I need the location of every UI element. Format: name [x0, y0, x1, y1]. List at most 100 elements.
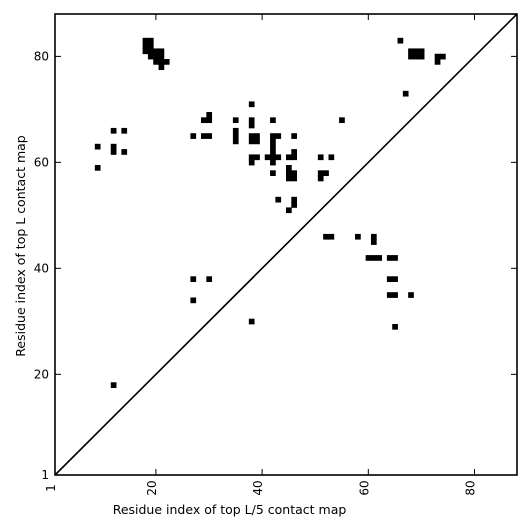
contact-cell	[190, 133, 197, 139]
contact-cell	[254, 138, 260, 145]
plot-frame	[54, 13, 518, 476]
contact-cell	[153, 53, 159, 60]
contact-cell	[291, 149, 298, 155]
contact-cell	[270, 159, 276, 166]
contact-cell	[286, 165, 292, 171]
contact-cell	[291, 202, 298, 208]
contact-cell	[392, 255, 398, 261]
contact-cell	[328, 233, 335, 240]
y-tick-label: 1	[41, 468, 49, 482]
contact-cell	[397, 37, 404, 44]
contact-cell	[147, 37, 154, 44]
contact-cell	[355, 233, 361, 240]
contact-cell	[408, 292, 414, 298]
contact-cell	[121, 149, 128, 155]
contact-cell	[365, 255, 372, 261]
x-tick-label: 20	[145, 480, 159, 495]
contact-cell	[317, 170, 324, 177]
contact-cell	[110, 127, 117, 134]
x-axis-ticks: 1 20 40 60 80	[44, 14, 478, 496]
contact-cell	[376, 255, 382, 261]
contact-cell	[434, 53, 441, 60]
contact-cell	[275, 154, 282, 161]
contact-cell	[270, 138, 276, 145]
contact-cell	[190, 297, 197, 304]
diagonal-line	[54, 13, 518, 476]
contact-cell	[147, 53, 154, 60]
contact-cell	[147, 43, 154, 49]
contact-cell	[190, 276, 197, 282]
contact-cell	[270, 154, 276, 161]
contact-cell	[158, 59, 165, 65]
contact-cell	[291, 196, 298, 203]
contact-cell	[286, 175, 292, 182]
contact-cell	[232, 117, 239, 124]
contact-cell	[201, 133, 207, 139]
contact-cell	[408, 53, 414, 60]
x-tick-label: 40	[251, 480, 265, 495]
contact-cell	[232, 127, 239, 134]
contact-cell	[270, 170, 276, 177]
contact-cell	[206, 133, 213, 139]
contact-cell	[254, 154, 260, 161]
y-tick-label: 20	[34, 367, 49, 381]
contact-cell	[248, 159, 255, 166]
x-tick-label: 80	[464, 480, 478, 495]
contact-cell	[206, 112, 213, 118]
contact-cell	[158, 48, 165, 55]
contact-cell	[323, 170, 329, 177]
contact-cell	[413, 48, 420, 55]
contact-cell	[275, 133, 282, 139]
contact-cell	[317, 175, 324, 182]
contact-cell	[291, 175, 298, 182]
contact-cell	[402, 90, 409, 97]
contact-cell	[317, 154, 324, 161]
contact-cell	[434, 59, 441, 65]
contact-cell	[248, 138, 255, 145]
y-tick-label: 40	[34, 261, 49, 275]
contact-cell	[392, 323, 398, 330]
x-tick-label: 1	[44, 484, 58, 492]
contact-cell	[248, 122, 255, 129]
contact-cell	[386, 292, 393, 298]
contact-cell	[248, 101, 255, 108]
contact-cell	[275, 196, 282, 203]
contact-cell	[232, 138, 239, 145]
contact-cell	[291, 133, 298, 139]
contact-cell	[153, 59, 159, 65]
contact-cell	[158, 64, 165, 71]
y-axis-label: Residue index of top L contact map	[13, 135, 28, 356]
contact-cell	[121, 127, 128, 134]
contact-cell	[110, 149, 117, 155]
contact-cell	[270, 133, 276, 139]
contact-cells	[94, 37, 446, 388]
contact-cell	[270, 117, 276, 124]
contact-cell	[339, 117, 345, 124]
contact-cell	[370, 239, 377, 245]
contact-cell	[408, 48, 414, 55]
contact-cell	[163, 59, 170, 65]
contact-cell	[270, 149, 276, 155]
contact-cell	[142, 48, 149, 55]
contact-cell	[286, 170, 292, 177]
contact-cell	[270, 143, 276, 150]
x-axis-label: Residue index of top L/5 contact map	[113, 502, 347, 517]
contact-cell	[328, 154, 335, 161]
contact-cell	[248, 133, 255, 139]
x-tick-label: 60	[357, 480, 371, 495]
contact-cell	[286, 207, 292, 214]
contact-cell	[413, 53, 420, 60]
contact-cell	[142, 43, 149, 49]
contact-cell	[264, 154, 271, 161]
y-axis-ticks: 1 20 40 60 80	[34, 49, 517, 482]
contact-cell	[206, 117, 213, 124]
contact-cell	[94, 165, 101, 171]
contact-cell	[392, 292, 398, 298]
contact-cell	[94, 143, 101, 150]
contact-cell	[110, 382, 117, 388]
contact-cell	[286, 154, 292, 161]
contact-cell	[232, 133, 239, 139]
contact-cell	[370, 255, 377, 261]
contact-cell	[370, 233, 377, 240]
contact-cell	[440, 53, 446, 60]
